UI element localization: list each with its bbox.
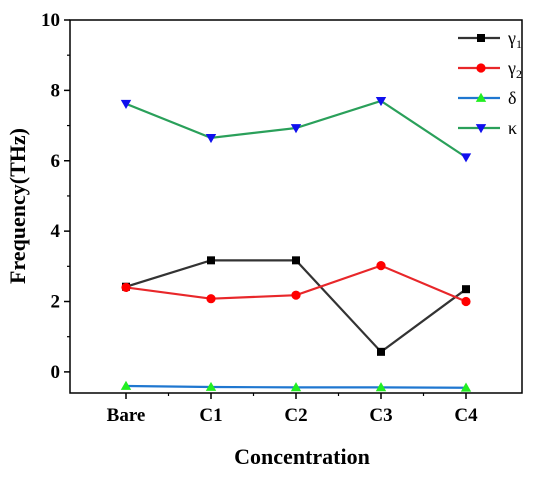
legend-marker [477, 34, 485, 42]
data-point [290, 124, 302, 134]
data-point [461, 296, 471, 307]
data-point [207, 256, 215, 265]
legend-subscript: 2 [516, 67, 522, 81]
legend-symbol: κ [508, 118, 517, 138]
legend-symbol: γ [507, 28, 516, 48]
data-point [121, 282, 131, 293]
y-axis-title: Frequency(THz) [5, 128, 30, 284]
data-point [460, 153, 472, 163]
x-tick-label: C2 [284, 405, 307, 426]
x-axis-title: Concentration [234, 444, 370, 469]
legend-symbol: δ [508, 88, 516, 108]
data-point [375, 382, 387, 392]
data-point [375, 97, 387, 107]
legend-label: γ1 [507, 28, 522, 51]
legend-marker [475, 124, 487, 134]
y-tick-label: 4 [51, 221, 61, 242]
data-point [291, 290, 301, 300]
x-tick-label: C1 [199, 405, 222, 426]
legend-label: κ [508, 118, 517, 138]
y-tick-label: 6 [51, 151, 61, 172]
y-tick-label: 10 [41, 10, 60, 31]
data-point [205, 381, 217, 391]
legend-marker [476, 63, 486, 73]
data-point [460, 382, 472, 392]
data-point [377, 347, 385, 356]
data-point [376, 261, 386, 271]
plot-frame [69, 19, 523, 394]
legend-marker [475, 92, 487, 102]
y-tick-label: 0 [51, 362, 61, 383]
legend-subscript: 1 [516, 37, 522, 51]
legend-label: δ [508, 88, 516, 108]
y-tick-label: 2 [51, 292, 61, 313]
x-tick-label: C4 [454, 405, 478, 426]
data-point [120, 380, 132, 390]
data-point [292, 256, 300, 265]
x-tick-label: C3 [369, 405, 392, 426]
data-point [290, 382, 302, 392]
legend-label: γ2 [507, 58, 522, 81]
data-point [462, 285, 470, 294]
legend-symbol: γ [507, 58, 516, 78]
data-point [205, 133, 217, 144]
x-tick-label: Bare [107, 405, 146, 426]
y-tick-label: 8 [51, 80, 61, 101]
data-point [206, 294, 216, 304]
series-line-0 [125, 259, 467, 354]
data-point [120, 99, 132, 109]
